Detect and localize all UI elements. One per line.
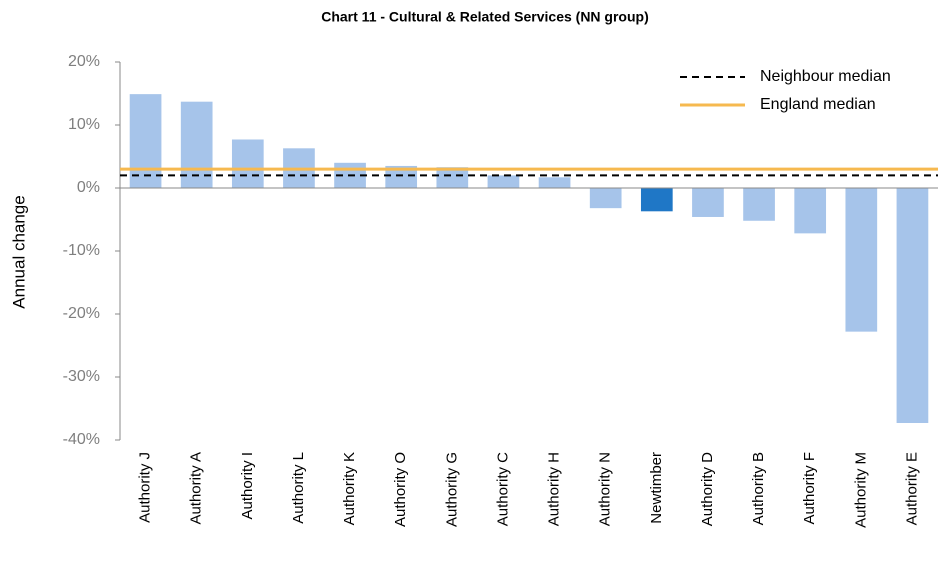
bar xyxy=(487,175,520,188)
x-tick-label: Authority N xyxy=(597,452,614,526)
x-tick-label: Authority F xyxy=(801,452,818,525)
x-tick-label: Authority O xyxy=(392,452,409,527)
y-tick-label: -30% xyxy=(63,368,100,385)
x-tick-label: Authority E xyxy=(903,452,920,525)
y-axis-label: Annual change xyxy=(9,195,28,308)
bar xyxy=(231,139,264,188)
bar xyxy=(436,167,469,188)
bar xyxy=(589,188,622,209)
x-tick-label: Authority H xyxy=(546,452,563,526)
x-tick-label: Authority B xyxy=(750,452,767,525)
bar xyxy=(385,165,418,188)
x-tick-label: Authority L xyxy=(290,452,307,524)
x-tick-label: Newtimber xyxy=(648,452,665,524)
x-tick-label: Authority M xyxy=(852,452,869,528)
x-tick-label: Authority K xyxy=(341,452,358,525)
x-tick-label: Authority D xyxy=(699,452,716,526)
bar xyxy=(743,188,775,221)
legend-label: England median xyxy=(760,96,876,113)
bar xyxy=(129,94,162,188)
bar xyxy=(845,188,878,332)
y-tick-label: 0% xyxy=(77,179,100,196)
y-tick-label: -20% xyxy=(63,305,100,322)
bar xyxy=(180,101,213,188)
y-tick-label: -40% xyxy=(63,431,100,448)
legend-label: Neighbour median xyxy=(760,68,891,85)
bar xyxy=(640,188,673,212)
x-tick-label: Authority G xyxy=(443,452,460,527)
bar xyxy=(896,188,929,423)
x-tick-label: Authority J xyxy=(137,452,154,523)
y-tick-label: 10% xyxy=(68,116,100,133)
bar xyxy=(794,188,827,234)
y-tick-label: -10% xyxy=(63,242,100,259)
x-tick-label: Authority A xyxy=(188,452,205,525)
y-tick-label: 20% xyxy=(68,53,100,70)
x-tick-label: Authority I xyxy=(239,452,256,520)
bar xyxy=(692,188,724,217)
chart-title: Chart 11 - Cultural & Related Services (… xyxy=(321,9,649,25)
bar xyxy=(538,177,571,188)
x-tick-label: Authority C xyxy=(494,452,511,526)
